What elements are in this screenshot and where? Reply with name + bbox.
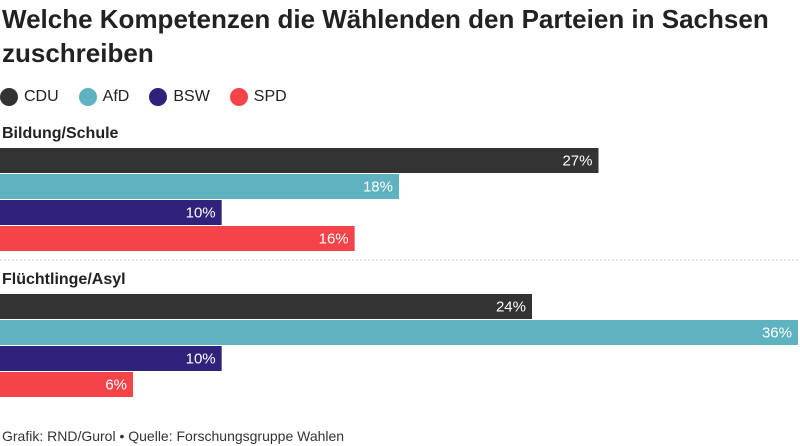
chart-title: Welche Kompetenzen die Wählenden den Par… — [2, 4, 769, 68]
bar-value-label-flüchtlinge-asyl-cdu: 24% — [496, 299, 526, 316]
legend-item-bsw: BSW — [149, 88, 210, 106]
legend-swatch-bsw — [149, 88, 168, 106]
bar-value-label-flüchtlinge-asyl-spd: 6% — [105, 377, 127, 394]
legend-item-afd: AfD — [78, 88, 130, 106]
legend-item-spd: SPD — [229, 88, 287, 106]
bar-flüchtlinge-asyl-afd — [0, 320, 798, 345]
bar-flüchtlinge-asyl-spd — [0, 372, 133, 397]
legend: CDU AfD BSW SPD — [0, 86, 287, 108]
legend-item-cdu: CDU — [0, 88, 59, 106]
bar-value-label-bildung-schule-bsw: 10% — [186, 205, 216, 222]
legend-label-afd: AfD — [102, 88, 130, 105]
bar-value-label-bildung-schule-spd: 16% — [319, 231, 349, 248]
bar-flüchtlinge-asyl-cdu — [0, 294, 532, 319]
legend-swatch-spd — [229, 88, 248, 106]
legend-label-spd: SPD — [253, 88, 287, 105]
legend-swatch-cdu — [0, 88, 18, 106]
source-footer: Grafik: RND/Gurol • Quelle: Forschungsgr… — [2, 428, 345, 444]
bar-bildung-schule-cdu — [0, 148, 599, 173]
bar-chart: Bildung/Schule 27% 18% 10% 16% Flüchtlinge/As… — [0, 125, 800, 397]
bar-flüchtlinge-asyl-bsw — [0, 346, 222, 371]
bar-value-label-flüchtlinge-asyl-afd: 36% — [762, 325, 792, 342]
bar-value-label-bildung-schule-afd: 18% — [363, 179, 393, 196]
group-label-bildung-schule: Bildung/Schule — [2, 125, 119, 142]
bar-bildung-schule-afd — [0, 174, 399, 199]
legend-swatch-afd — [78, 88, 97, 106]
group-label-flüchtlinge-asyl: Flüchtlinge/Asyl — [2, 271, 126, 288]
bar-bildung-schule-bsw — [0, 200, 222, 225]
bar-value-label-flüchtlinge-asyl-bsw: 10% — [186, 351, 216, 368]
bar-value-label-bildung-schule-cdu: 27% — [562, 153, 592, 170]
bar-bildung-schule-spd — [0, 226, 355, 251]
legend-label-bsw: BSW — [173, 88, 210, 105]
legend-label-cdu: CDU — [24, 88, 59, 105]
